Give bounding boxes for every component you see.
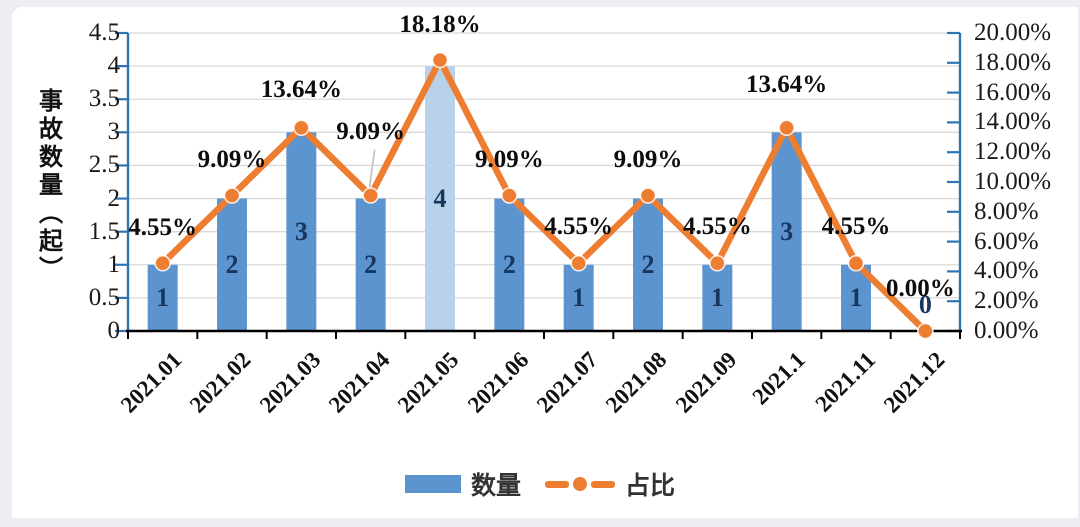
x-axis-label-2021.11[interactable]: 2021.11 [810, 347, 880, 417]
pct-value-label: 13.64% [260, 75, 342, 103]
legend-line-dash-icon [591, 480, 615, 488]
pct-value-label: 0.00% [885, 275, 955, 302]
y-axis-title: 事故数量（起） [34, 88, 61, 284]
left-axis-tick-label: 4 [107, 52, 121, 80]
legend: 数量 占比 [0, 464, 1080, 504]
right-axis-tick-label: 16.00% [974, 78, 1052, 106]
x-axis-label-2021.03[interactable]: 2021.03 [254, 347, 326, 418]
bar-value-label: 3 [294, 216, 308, 246]
x-axis-label-2021.07[interactable]: 2021.07 [531, 347, 603, 418]
left-axis-tick-label: 0.5 [88, 283, 120, 311]
bar-value-label: 4 [433, 183, 447, 213]
pct-value-label: 13.64% [746, 70, 828, 98]
bar-value-label: 2 [225, 249, 239, 279]
right-axis-tick-label: 14.00% [974, 108, 1052, 136]
pct-value-label: 9.09% [613, 145, 683, 173]
bar-value-label: 3 [780, 216, 794, 246]
bar-value-label: 1 [849, 282, 863, 312]
pct-value-label: 18.18% [399, 11, 481, 39]
legend-bar-swatch[interactable] [404, 475, 461, 493]
legend-line-swatch[interactable] [545, 477, 615, 491]
bar-value-label: 2 [502, 249, 516, 279]
left-axis-tick-label: 2 [107, 184, 121, 212]
right-axis-tick-label: 18.00% [974, 48, 1052, 76]
pct-value-label: 4.55% [128, 214, 198, 242]
pct-value-label: 4.55% [544, 213, 614, 241]
right-axis-tick-label: 2.00% [974, 287, 1039, 315]
bar-value-label: 1 [572, 282, 586, 312]
x-axis-label-2021.12[interactable]: 2021.12 [878, 347, 950, 418]
x-axis-label-2021.02[interactable]: 2021.02 [185, 347, 256, 418]
left-axis-tick-label: 4.5 [88, 19, 120, 46]
bar-value-label: 1 [156, 282, 170, 312]
bar-value-label: 1 [710, 282, 724, 312]
left-axis-tick-label: 1.5 [88, 217, 120, 245]
legend-line-dash-icon [545, 480, 569, 488]
x-axis-label-2021.05[interactable]: 2021.05 [393, 347, 464, 418]
right-axis-tick-label: 4.00% [974, 257, 1039, 285]
x-axis-label-2021.1[interactable]: 2021.1 [747, 347, 811, 410]
pct-value-label: 9.09% [336, 117, 406, 145]
x-axis-label-2021.01[interactable]: 2021.01 [115, 347, 187, 418]
pct-value-label: 9.09% [197, 145, 267, 173]
bar-value-label: 2 [364, 249, 378, 279]
right-axis-tick-label: 10.00% [974, 168, 1052, 195]
left-axis-tick-label: 2.5 [88, 151, 120, 179]
left-axis-tick-label: 3.5 [88, 85, 120, 113]
legend-line-label[interactable]: 占比 [625, 472, 676, 500]
right-axis-tick-label: 12.00% [974, 138, 1052, 166]
x-axis-label-2021.09[interactable]: 2021.09 [670, 347, 742, 418]
right-axis-tick-label: 0.00% [974, 317, 1039, 344]
legend-line-dot-icon [573, 477, 587, 491]
x-axis-label-2021.06[interactable]: 2021.06 [462, 347, 534, 418]
bar-value-label: 0 [918, 290, 932, 319]
x-axis-label-2021.04[interactable]: 2021.04 [323, 347, 395, 418]
bar-value-label: 2 [641, 249, 655, 279]
right-axis-tick-label: 8.00% [974, 197, 1039, 225]
pct-value-label: 9.09% [474, 145, 544, 173]
x-axis-label-2021.08[interactable]: 2021.08 [601, 347, 672, 418]
pct-value-label: 4.55% [821, 213, 891, 241]
left-axis-tick-label: 3 [107, 118, 121, 146]
right-axis-tick-label: 6.00% [974, 227, 1039, 255]
right-axis-tick-label: 20.00% [974, 19, 1052, 46]
pct-value-label: 4.55% [682, 213, 752, 241]
left-axis-tick-label: 0 [107, 317, 121, 344]
left-axis-tick-label: 1 [107, 250, 121, 278]
legend-bar-label[interactable]: 数量 [470, 472, 521, 500]
